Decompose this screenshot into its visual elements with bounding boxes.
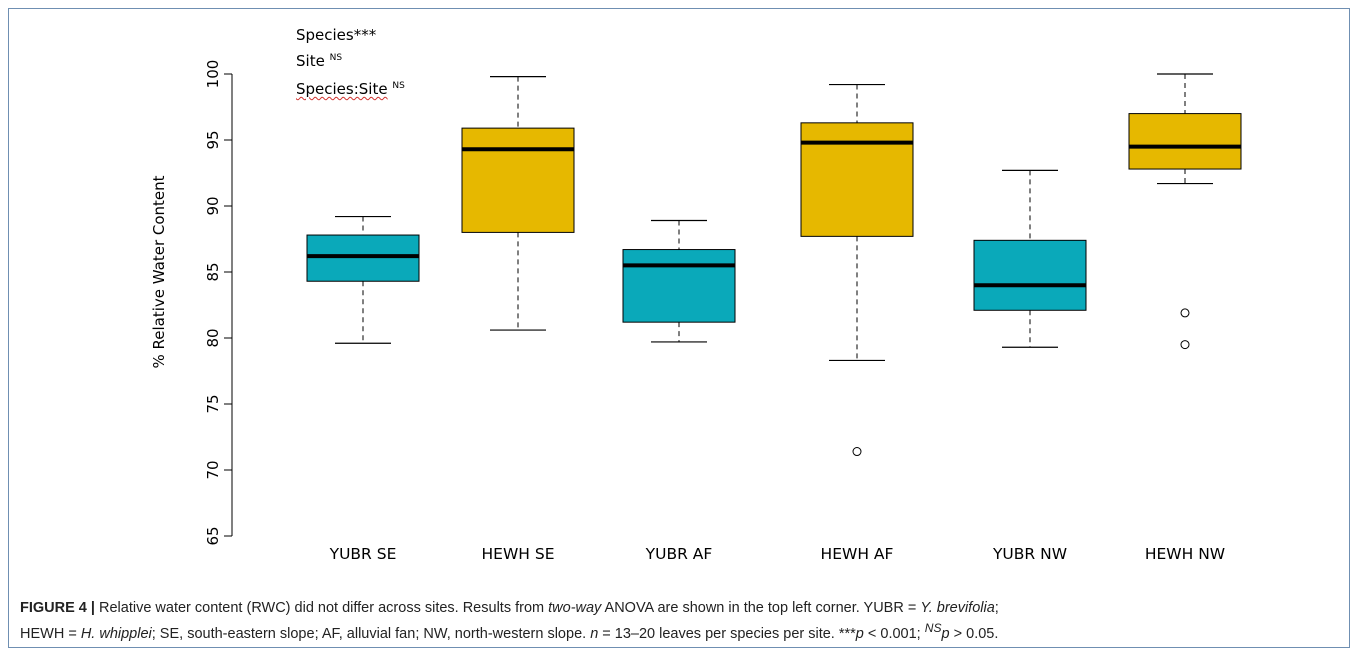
x-category-label: HEWH SE — [482, 545, 555, 563]
y-tick-label: 85 — [204, 262, 222, 281]
y-tick-label: 100 — [204, 60, 222, 89]
outlier-point — [1180, 308, 1190, 318]
box-iqr — [800, 122, 914, 237]
x-category-label: HEWH NW — [1145, 545, 1225, 563]
x-category-label: HEWH AF — [821, 545, 894, 563]
box-hewh-af — [800, 83, 914, 457]
y-tick-label: 70 — [204, 460, 222, 479]
x-category-label: YUBR AF — [645, 545, 713, 563]
y-tick-label: 75 — [204, 394, 222, 413]
y-tick-label: 65 — [204, 526, 222, 545]
x-category-label: YUBR SE — [329, 545, 397, 563]
box-hewh-se — [461, 76, 575, 331]
y-tick-label: 90 — [204, 196, 222, 215]
box-iqr — [461, 127, 575, 233]
box-yubr-af — [622, 219, 736, 343]
anova-species: Species*** — [296, 26, 377, 44]
anova-site: Site NS — [296, 52, 343, 70]
box-group — [306, 73, 1242, 457]
box-yubr-nw — [973, 169, 1087, 348]
figure-caption: FIGURE 4 | Relative water content (RWC) … — [20, 600, 999, 642]
anova-interaction: Species:Site NS — [296, 80, 405, 98]
y-axis-label: % Relative Water Content — [150, 175, 168, 368]
y-tick-label: 95 — [204, 130, 222, 149]
box-hewh-nw — [1128, 73, 1242, 350]
box-yubr-se — [306, 215, 420, 344]
outlier-point — [852, 447, 862, 457]
box-iqr — [622, 249, 736, 323]
box-iqr — [1128, 113, 1242, 170]
x-category-label: YUBR NW — [992, 545, 1067, 563]
box-iqr — [973, 239, 1087, 311]
y-axis: 65 70 75 80 85 90 95 100 — [204, 60, 233, 546]
caption-figure-label: FIGURE 4 | — [20, 600, 95, 616]
category-labels: YUBR SE HEWH SE YUBR AF HEWH AF YUBR NW HEWH … — [329, 545, 1226, 563]
box-plot-chart: 65 70 75 80 85 90 95 100 % Relative Water Conte… — [150, 60, 1242, 563]
y-tick-label: 80 — [204, 328, 222, 347]
figure-frame — [8, 8, 1350, 648]
outlier-point — [1180, 340, 1190, 350]
